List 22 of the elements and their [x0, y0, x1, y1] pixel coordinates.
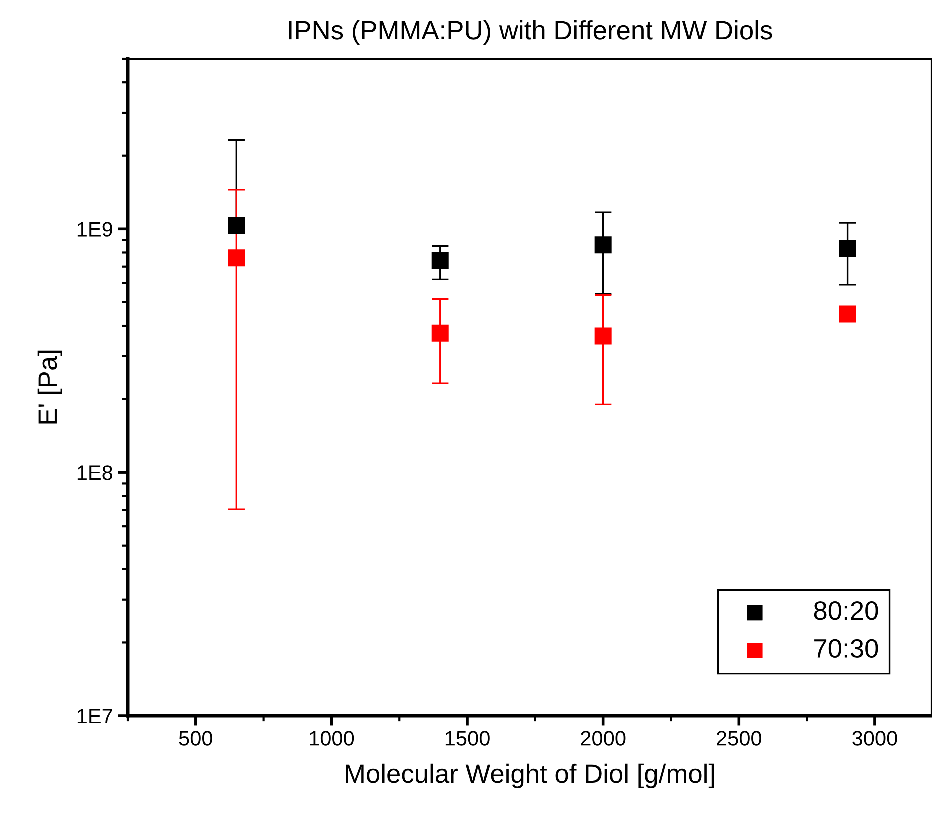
x-axis-title: Molecular Weight of Diol [g/mol] [346, 764, 714, 788]
chart-title: IPNs (PMMA:PU) with Different MW Diols [289, 20, 772, 46]
x-tick-label: 1500 [446, 731, 490, 746]
x-tick-label: 2000 [581, 731, 626, 746]
legend-label: 70:30 [814, 639, 878, 658]
point [432, 324, 449, 342]
point [228, 250, 246, 267]
x-tick-label: 3000 [852, 731, 898, 746]
point [432, 252, 449, 270]
point [594, 236, 612, 254]
y-tick-label: 1E9 [78, 222, 112, 237]
x-tick-label: 500 [179, 731, 212, 746]
point [228, 218, 246, 235]
x-tick-label: 2500 [717, 731, 762, 746]
legend-label: 80:20 [814, 602, 878, 620]
point [594, 328, 612, 345]
point [839, 240, 856, 258]
y-tick-label: 1E8 [78, 466, 113, 480]
x-tick-label: 1000 [310, 731, 354, 746]
y-axis-title: E' [Pa] [38, 350, 62, 424]
point [839, 306, 856, 323]
y-tick-label: 1E7 [78, 709, 112, 724]
